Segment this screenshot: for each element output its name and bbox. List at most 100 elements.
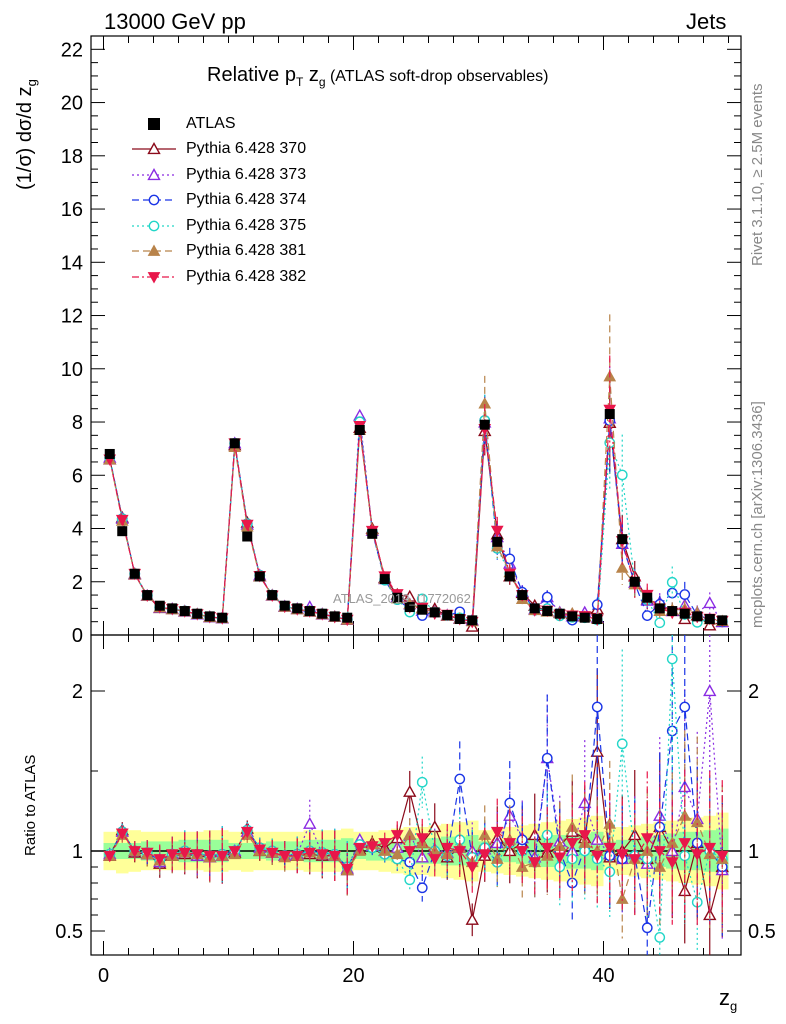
ratio-marker xyxy=(140,847,154,860)
ratio-tick-label-right: 2 xyxy=(748,681,759,703)
legend-marker-data xyxy=(148,117,160,130)
ratio-marker xyxy=(653,846,667,858)
atlas-data-point xyxy=(129,568,140,579)
mcplots-label: mcplots.cern.ch [arXiv:1306.3436] xyxy=(749,401,766,628)
atlas-data-point xyxy=(154,600,165,611)
x-axis-label: zg xyxy=(719,985,738,1014)
data-marker xyxy=(115,514,129,527)
atlas-data-point xyxy=(704,614,715,625)
ratio-marker xyxy=(278,850,292,863)
ratio-marker xyxy=(290,850,304,863)
ratio-marker xyxy=(540,842,554,855)
ratio-marker xyxy=(390,830,404,842)
atlas-data-point xyxy=(217,612,228,623)
ratio-marker xyxy=(428,854,442,866)
atlas-data-point xyxy=(629,576,640,587)
ratio-plot-frame xyxy=(90,634,742,956)
legend-item: Pythia 6.428 370 xyxy=(130,137,306,163)
legend-marker-374 xyxy=(132,194,176,206)
ratio-marker xyxy=(503,838,517,850)
y-tick-label: 18 xyxy=(61,146,83,168)
data-marker xyxy=(490,525,504,538)
legend-marker-373 xyxy=(132,167,176,180)
ratio-marker xyxy=(654,932,666,943)
atlas-data-point xyxy=(229,438,240,449)
ratio-marker xyxy=(128,846,142,858)
ratio-marker xyxy=(228,846,242,858)
legend-symbol xyxy=(148,194,160,206)
ratio-marker xyxy=(365,841,379,853)
data-marker xyxy=(541,591,553,603)
ratio-marker xyxy=(490,826,504,839)
ratio-marker xyxy=(515,846,529,858)
ratio-marker xyxy=(641,922,653,934)
series-ratio xyxy=(103,769,729,932)
ratio-marker xyxy=(390,847,404,860)
ratio-marker xyxy=(478,849,492,861)
data-marker xyxy=(504,553,516,565)
data-marker xyxy=(591,599,603,611)
ratio-marker xyxy=(378,838,392,850)
ratio-marker xyxy=(603,842,617,855)
y-tick-label: 6 xyxy=(72,465,83,487)
y-tick-label: 22 xyxy=(61,39,83,61)
ratio-marker xyxy=(528,857,542,869)
x-tick-label: 20 xyxy=(342,965,364,987)
ratio-marker xyxy=(215,850,229,863)
y-tick-label: 2 xyxy=(72,572,83,594)
main-y-axis-label: (1/σ) dσ/d zg xyxy=(14,79,39,190)
series-line xyxy=(109,409,723,623)
atlas-data-point xyxy=(442,610,453,621)
atlas-data-point xyxy=(254,571,265,582)
y-tick-label: 4 xyxy=(72,519,83,541)
ratio-marker xyxy=(404,874,416,886)
ratio-y-axis-label: Ratio to ATLAS xyxy=(22,754,39,856)
ratio-marker xyxy=(416,776,428,788)
ratio-marker xyxy=(115,828,129,840)
atlas-data-point xyxy=(554,608,565,619)
legend-item: Pythia 6.428 381 xyxy=(130,239,306,265)
ratio-marker xyxy=(103,850,117,863)
ratio-marker xyxy=(628,854,642,866)
legend-item: Pythia 6.428 373 xyxy=(130,162,306,188)
atlas-data-point xyxy=(367,528,378,539)
atlas-data-point xyxy=(467,615,478,626)
ratio-marker xyxy=(465,912,479,925)
atlas-data-point xyxy=(567,611,578,622)
atlas-data-point xyxy=(104,448,115,459)
y-tick-label: 14 xyxy=(61,252,83,274)
data-marker xyxy=(641,610,653,621)
legend-symbol xyxy=(147,142,161,155)
series-line xyxy=(109,420,723,625)
legend-item: Pythia 6.428 374 xyxy=(130,188,306,214)
atlas-data-point xyxy=(717,615,728,626)
ratio-marker xyxy=(240,826,254,839)
y-tick-label: 10 xyxy=(61,359,83,381)
data-marker xyxy=(703,596,717,609)
legend: ATLAS Pythia 6.428 370 Pythia 6.428 373 … xyxy=(130,111,306,290)
atlas-data-point xyxy=(579,612,590,623)
data-marker xyxy=(615,561,629,573)
legend-label: Pythia 6.428 381 xyxy=(186,242,307,260)
atlas-data-point xyxy=(279,600,290,611)
ratio-tick-label-right: 1 xyxy=(748,841,759,863)
data-marker xyxy=(240,519,254,532)
ratio-marker xyxy=(591,701,603,713)
atlas-data-point xyxy=(454,614,465,625)
y-tick-label: 0 xyxy=(72,625,83,647)
legend-symbol xyxy=(148,220,160,232)
ratio-marker xyxy=(665,857,679,869)
ratio-marker xyxy=(541,752,553,764)
atlas-data-point xyxy=(317,608,328,619)
atlas-data-point xyxy=(179,606,190,617)
ratio-marker xyxy=(590,850,604,863)
ratio-marker xyxy=(679,701,691,713)
analysis-watermark: ATLAS_2019_I1772062 xyxy=(333,591,471,606)
x-tick-label: 40 xyxy=(592,965,614,987)
ratio-marker xyxy=(440,842,454,855)
y-tick-label: 8 xyxy=(72,412,83,434)
legend-symbol xyxy=(147,244,161,257)
atlas-data-point xyxy=(379,574,390,585)
atlas-data-point xyxy=(479,419,490,430)
ratio-marker xyxy=(715,850,729,863)
